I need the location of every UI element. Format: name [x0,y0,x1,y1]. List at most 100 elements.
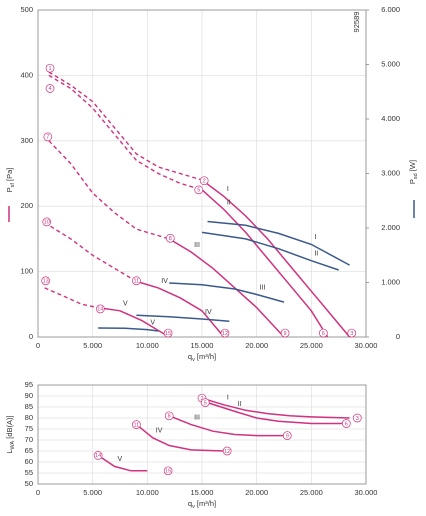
y2-axis-label-part: P [408,179,417,184]
y-tick-label: 70 [25,435,33,444]
x-axis-label-part: q [188,352,192,361]
y-axis-label: LWA [dB(A)] [5,415,16,453]
series-label: I [314,234,316,241]
y2-axis-label: Psd [W] [408,160,419,184]
point-marker [200,398,210,407]
y-tick-label: 100 [20,267,33,276]
point-label: 5 [197,188,200,194]
point-marker [194,185,204,195]
point-marker [282,431,292,440]
series-label: III [260,284,266,291]
point-label: 12 [222,331,228,337]
x-axis-label-part: [m³/h] [195,352,216,361]
point-marker [163,328,173,338]
x-tick-label: 15.000 [191,488,214,497]
y-axis-label-part: L [5,449,14,453]
y-tick-label: 55 [25,468,33,477]
series-label: IV [205,309,212,316]
curve [201,179,351,338]
point-marker [132,276,141,286]
x-axis-label-part: [m³/h] [195,499,216,508]
x-tick-label: 10.000 [136,488,159,497]
x-axis-label-part: v [192,504,195,510]
x-tick-label: 0 [36,488,40,497]
series-label: V [150,319,155,326]
series-label: IV [161,278,168,285]
y2-axis-label-part: [W] [408,160,417,173]
y2-tick-label: 3.000 [381,168,400,177]
stall-curve [48,71,203,181]
point-marker [93,451,103,460]
plot-frame [37,384,367,485]
y-tick-label: 95 [25,380,33,389]
stall-curve [48,140,170,240]
series-label: I [227,186,229,193]
y-tick-label: 65 [25,446,33,455]
y-tick-label: 400 [20,70,33,79]
point-label: 6 [322,331,325,337]
x-axis-label-part: q [188,499,192,508]
point-label: 3 [350,331,353,337]
point-marker [41,276,51,286]
point-label: 9 [284,331,287,337]
code-label: 92589 [352,12,361,33]
curve [97,306,170,338]
x-tick-label: 20.000 [245,341,268,350]
y-tick-label: 50 [25,479,33,488]
y2-tick-label: 2.000 [381,223,400,232]
y-tick-label: 80 [25,413,33,422]
point-marker [280,328,290,338]
y2-tick-label: 1.000 [381,277,400,286]
x-tick-label: 10.000 [136,341,159,350]
point-marker [222,446,232,456]
y2-axis-label-part: sd [413,173,419,179]
curve [168,415,284,437]
point-label: 7 [46,135,49,141]
x-tick-label: 5.000 [83,341,102,350]
point-marker [43,132,53,142]
point-marker [132,420,141,429]
point-marker [165,233,175,243]
curve [201,397,350,419]
point-marker [45,84,55,93]
y-tick-label: 0 [29,332,33,341]
power-curve [207,220,350,266]
point-label: 2 [200,396,203,402]
point-label: 6 [345,421,348,427]
y2-tick-label: 6.000 [381,5,400,14]
power-curve [201,231,339,271]
point-label: 2 [203,178,206,184]
point-marker [199,176,209,186]
curve [207,401,345,425]
point-label: 8 [168,414,171,420]
x-tick-label: 30.000 [355,341,378,350]
point-label: 11 [134,422,140,428]
series-label: IV [156,428,163,435]
point-label: 12 [224,449,230,455]
y-tick-label: 60 [25,457,33,466]
x-tick-label: 15.000 [191,341,214,350]
series-label: III [194,414,200,421]
point-marker [352,413,362,423]
x-axis-label: qv [m³/h] [188,352,216,363]
series-label: II [314,251,318,258]
curve [97,454,148,472]
stall-curve [44,222,137,283]
point-label: 9 [286,433,289,439]
point-marker [347,328,357,338]
y-axis-label-part: [dB(A)] [5,415,14,440]
curve [135,424,224,452]
series-label: I [227,395,229,402]
point-label: 15 [165,469,171,475]
x-tick-label: 5.000 [83,488,102,497]
point-label: 14 [97,307,103,313]
y2-tick-label: 5.000 [381,59,400,68]
y-axis-label-part: WA [10,440,16,449]
point-label: 4 [48,86,51,92]
plot-frame [37,9,367,338]
point-label: 1 [48,66,51,72]
y-axis-label-part: P [5,187,14,192]
point-label: 14 [95,453,101,459]
point-label: 10 [44,220,50,226]
